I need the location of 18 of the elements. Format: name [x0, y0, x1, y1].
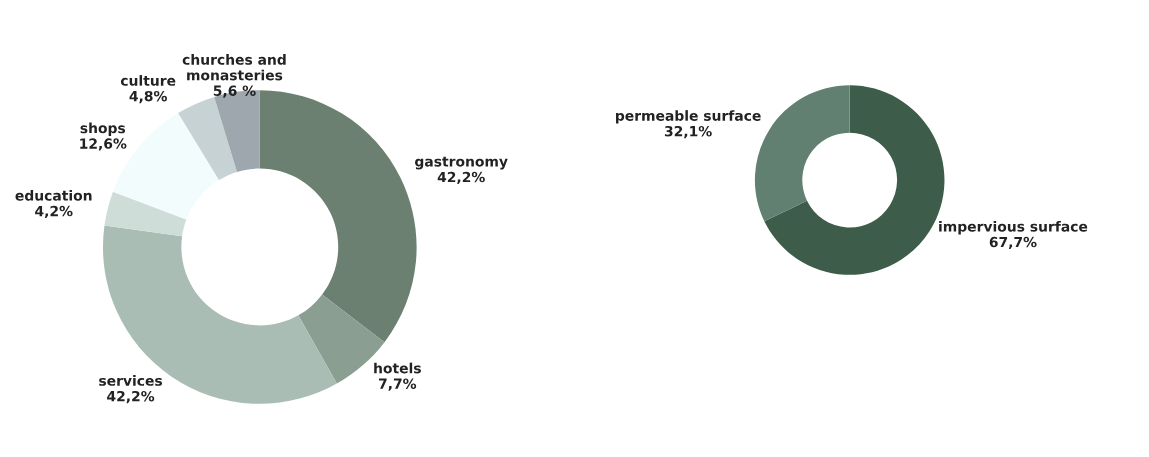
slice-label: services: [99, 375, 163, 386]
data-label: 67,7%: [989, 236, 1037, 250]
data-label: 42,2%: [437, 171, 485, 185]
data-label: 42,2%: [107, 390, 155, 404]
slice-label: gastronomy: [415, 156, 508, 170]
data-label: 5,6 %: [213, 85, 256, 98]
slice-label: culture: [120, 75, 176, 86]
slice-label: education: [15, 190, 92, 201]
data-label: 4,8%: [129, 90, 167, 104]
data-label: 32,1%: [664, 125, 712, 139]
slice-label: hotels: [374, 362, 421, 374]
slice-label: permeable surface: [616, 110, 761, 124]
slice-label: impervious surface: [939, 220, 1088, 235]
slice-label: churches and monasteries: [182, 54, 286, 81]
data-label: 12,6%: [80, 138, 127, 151]
data-label: 4,2%: [35, 205, 73, 219]
slice-label: shops: [80, 122, 126, 136]
data-label: 7,7%: [378, 378, 417, 391]
